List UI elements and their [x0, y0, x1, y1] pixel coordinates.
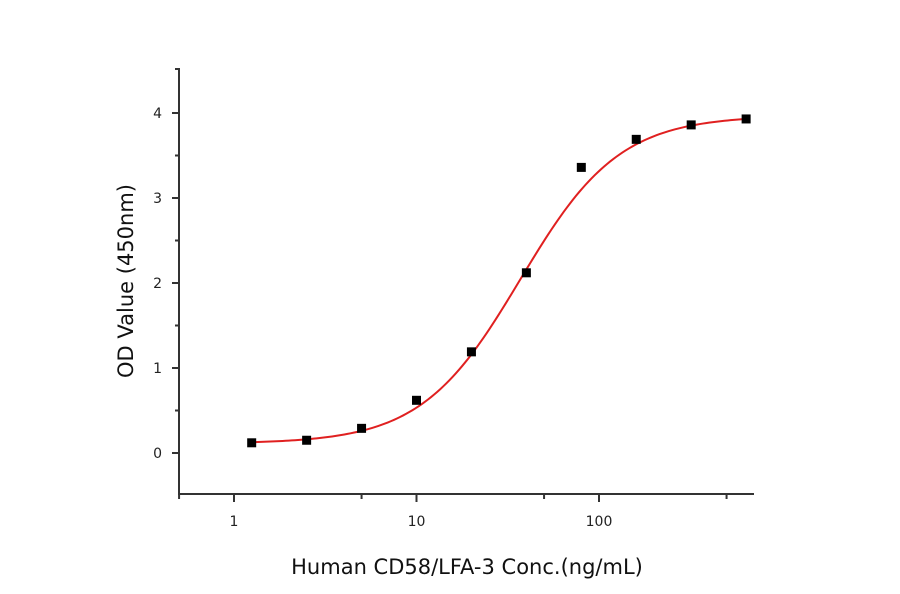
y-tick-label: 3	[153, 191, 162, 207]
y-axis-label: OD Value (450nm)	[114, 184, 138, 378]
data-point-marker	[686, 120, 696, 130]
y-axis-ticks: 0 1 2 3 4	[153, 106, 179, 462]
data-point-marker	[466, 347, 476, 357]
data-point-marker	[576, 162, 586, 172]
fit-curve	[251, 117, 747, 444]
y-tick-label: 0	[153, 446, 162, 462]
data-point-marker	[631, 134, 641, 144]
x-axis-ticks: 1 10 100	[178, 494, 728, 530]
x-tick-label: 1	[230, 514, 239, 530]
data-point-marker	[521, 268, 531, 278]
fit-curve-line	[251, 117, 747, 444]
x-tick-label: 10	[408, 514, 426, 530]
data-point-marker	[357, 423, 367, 433]
x-tick-label: 100	[586, 514, 613, 530]
x-axis-label: Human CD58/LFA-3 Conc.(ng/mL)	[291, 555, 643, 579]
y-tick-label: 4	[153, 106, 162, 122]
y-tick-label: 2	[153, 276, 162, 292]
data-points	[247, 114, 751, 448]
y-tick-label: 1	[153, 361, 162, 377]
data-point-marker	[412, 395, 421, 405]
data-point-marker	[302, 435, 312, 445]
data-point-marker	[741, 114, 751, 124]
axes	[175, 68, 754, 495]
data-point-marker	[247, 438, 257, 448]
